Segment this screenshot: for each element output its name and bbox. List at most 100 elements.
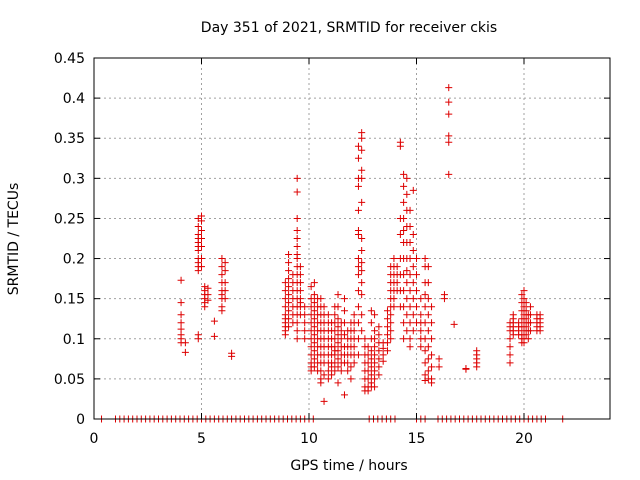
data-point (435, 355, 443, 363)
data-point (307, 283, 315, 291)
data-point (281, 279, 289, 287)
x-tick-label: 10 (300, 431, 318, 447)
data-point (293, 327, 301, 335)
data-point (221, 295, 229, 303)
data-point (285, 299, 293, 307)
data-point (177, 276, 185, 284)
data-point (400, 214, 408, 222)
data-point (424, 355, 432, 363)
data-point (406, 335, 414, 343)
data-point (310, 307, 318, 315)
data-point (406, 239, 414, 247)
data-point (354, 230, 362, 238)
data-point (317, 295, 325, 303)
data-point (324, 375, 332, 383)
data-point (181, 339, 189, 347)
data-point (293, 226, 301, 234)
data-point (400, 335, 408, 343)
data-point (445, 170, 453, 178)
data-point (307, 367, 315, 375)
data-point (375, 331, 383, 339)
data-point (331, 367, 339, 375)
data-point (337, 367, 345, 375)
data-point (310, 339, 318, 347)
data-point (354, 335, 362, 343)
data-point (358, 327, 366, 335)
data-point (334, 347, 342, 355)
data-point (424, 295, 432, 303)
data-point (383, 331, 391, 339)
data-point (324, 311, 332, 319)
data-point (310, 323, 318, 331)
data-point (506, 351, 514, 359)
data-point (358, 311, 366, 319)
data-point (375, 355, 383, 363)
data-point (285, 267, 293, 275)
data-point (354, 287, 362, 295)
data-point (358, 259, 366, 267)
data-point (181, 348, 189, 356)
data-point (358, 166, 366, 174)
data-point (210, 317, 218, 325)
data-point (296, 287, 304, 295)
data-point (198, 217, 205, 225)
data-point (301, 311, 309, 319)
data-point (354, 303, 362, 311)
data-point (371, 375, 379, 383)
data-point (334, 323, 342, 331)
data-point (409, 311, 417, 319)
data-point (440, 295, 448, 303)
data-point (310, 347, 318, 355)
data-point (285, 259, 293, 267)
data-point (424, 327, 432, 335)
data-point (344, 367, 352, 375)
data-point (406, 303, 414, 311)
y-tick-label: 0.2 (63, 252, 85, 268)
data-point (296, 263, 304, 271)
data-point (428, 303, 436, 311)
data-point (337, 335, 345, 343)
data-point (421, 319, 429, 327)
data-point (307, 335, 315, 343)
y-tick-label: 0.05 (54, 372, 85, 388)
data-point (354, 206, 362, 214)
data-point (221, 279, 229, 287)
data-point (358, 146, 366, 154)
data-point (337, 327, 345, 335)
data-point (293, 243, 301, 251)
data-point (340, 295, 348, 303)
x-tick-label: 5 (197, 431, 206, 447)
data-point (358, 174, 366, 182)
data-points (98, 84, 567, 423)
data-point (364, 343, 372, 351)
data-point (301, 303, 309, 311)
data-point (317, 367, 325, 375)
data-point (387, 311, 395, 319)
data-point (350, 327, 358, 335)
data-point (310, 355, 318, 363)
data-point (417, 295, 425, 303)
data-point (285, 315, 293, 323)
data-point (375, 371, 383, 379)
y-tick-label: 0.15 (54, 292, 85, 308)
y-tick-label: 0.4 (63, 91, 85, 107)
data-point (383, 347, 391, 355)
data-point (198, 263, 205, 271)
data-point (428, 319, 436, 327)
data-point (506, 359, 514, 367)
data-point (536, 327, 544, 335)
data-point (307, 303, 315, 311)
data-point (364, 351, 372, 359)
data-point (413, 271, 420, 279)
data-point (383, 307, 391, 315)
data-point (358, 279, 366, 287)
data-point (310, 299, 318, 307)
data-point (218, 307, 226, 315)
data-point (371, 311, 379, 319)
data-point (387, 335, 395, 343)
data-point (387, 319, 395, 327)
data-point (293, 335, 301, 343)
data-point (421, 335, 429, 343)
data-point (390, 295, 398, 303)
data-point (526, 303, 534, 311)
